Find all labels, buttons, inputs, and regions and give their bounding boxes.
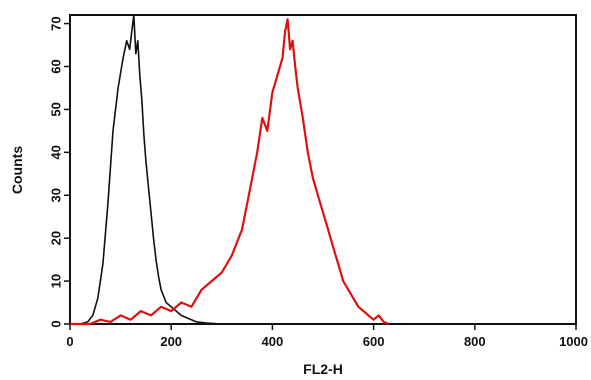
y-axis-label: Counts xyxy=(9,146,25,194)
y-tick-label: 70 xyxy=(49,16,64,30)
y-tick-label: 30 xyxy=(49,188,64,202)
x-tick-label: 600 xyxy=(363,334,385,349)
y-tick-label: 60 xyxy=(49,59,64,73)
y-tick-label: 10 xyxy=(49,274,64,288)
x-tick-label: 200 xyxy=(160,334,182,349)
x-tick-label: 0 xyxy=(66,334,73,349)
x-tick-label: 400 xyxy=(262,334,284,349)
series-layer xyxy=(70,14,390,326)
y-tick-label: 40 xyxy=(49,145,64,159)
y-tick-label: 0 xyxy=(49,320,64,327)
x-tick-label: 800 xyxy=(464,334,486,349)
y-tick-label: 20 xyxy=(49,231,64,245)
series-line-black xyxy=(70,14,222,325)
x-axis-label: FL2-H xyxy=(303,361,343,377)
axis-ticks: 0 200 400 600 800 1000 0 10 20 30 40 50 60 70 xyxy=(49,16,589,349)
y-tick-label: 50 xyxy=(49,102,64,116)
plot-frame xyxy=(69,14,577,325)
x-tick-label: 1000 xyxy=(559,334,588,349)
series-line-red xyxy=(70,18,390,326)
